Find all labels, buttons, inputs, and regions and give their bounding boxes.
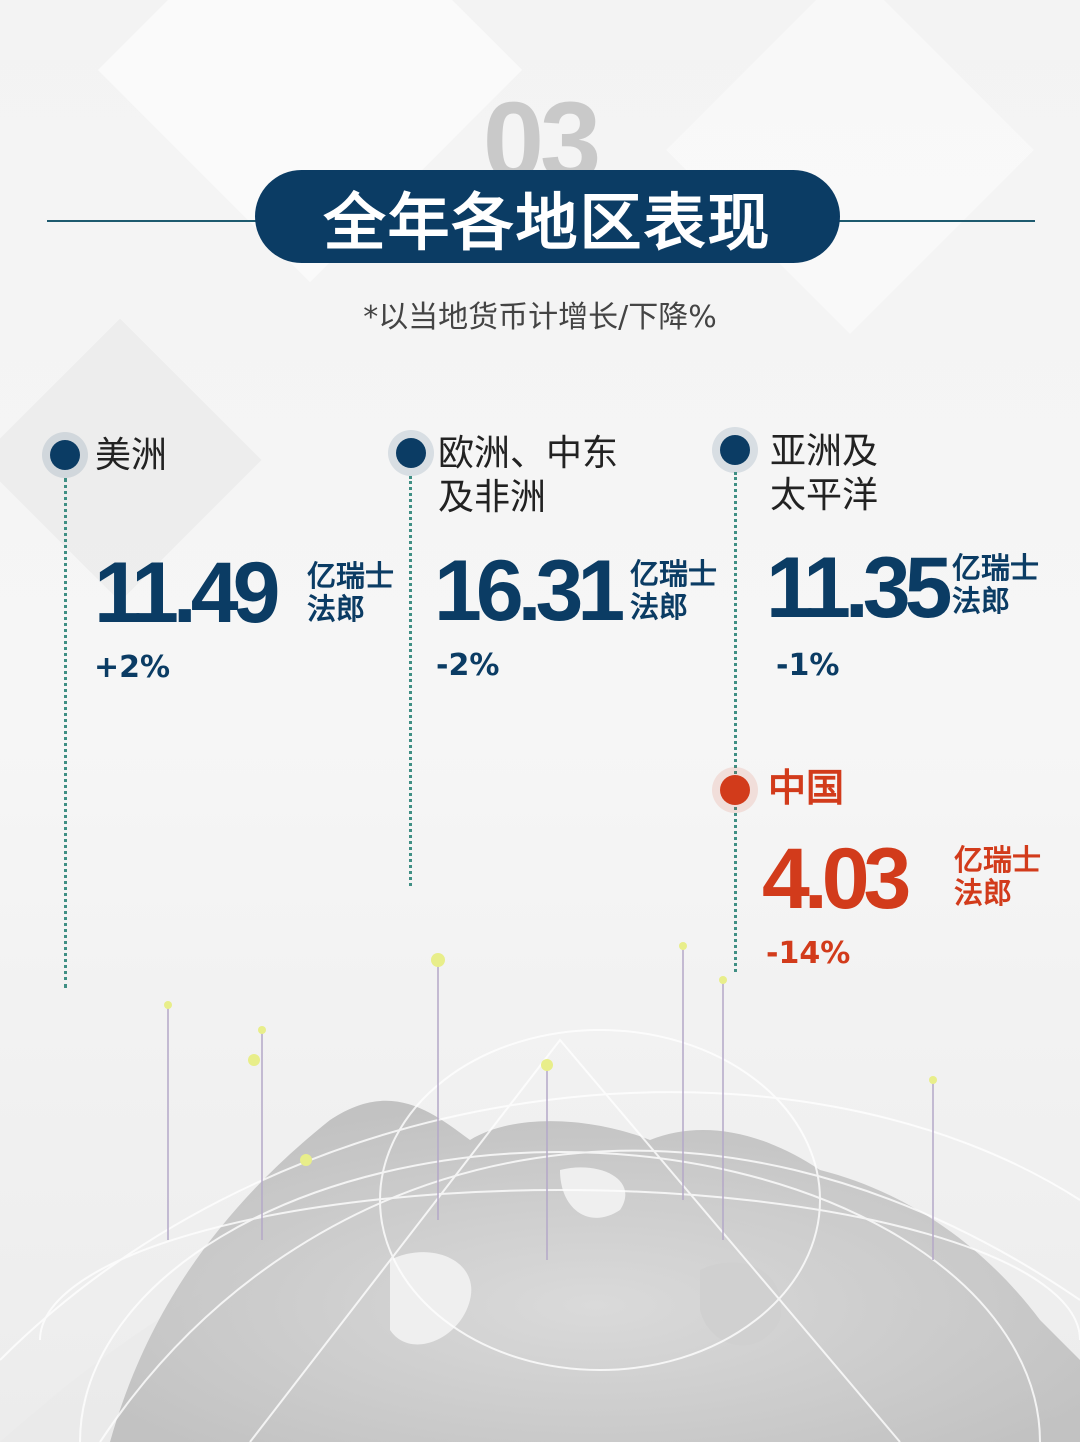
region-marker-china [720,775,750,805]
region-name-china: 中国 [768,766,845,810]
region-marker-apac [720,435,750,465]
globe-illustration [0,942,1080,1442]
value-apac: 11.35 [766,540,952,636]
region-name-americas: 美洲 [95,435,168,476]
unit-americas: 亿瑞士 法郎 [307,560,394,626]
unit-line2: 法郎 [307,592,366,626]
change-apac: -1% [776,648,840,683]
unit-line2: 法郎 [630,590,689,624]
title-rule-right [838,220,1035,222]
name-line1: 欧洲、中东 [438,433,619,474]
unit-apac: 亿瑞士 法郎 [952,552,1039,618]
unit-china: 亿瑞士 法郎 [954,844,1041,910]
unit-line1: 亿瑞士 [952,551,1040,585]
name-line2: 及非洲 [438,477,547,518]
timeline-line [64,478,67,988]
region-name-emea: 欧洲、中东 及非洲 [438,432,618,520]
unit-line1: 亿瑞士 [307,559,395,593]
region-marker-emea [396,438,426,468]
change-emea: -2% [436,648,500,683]
page-title: 全年各地区表现 [255,170,840,263]
footnote: *以当地货币计增长/下降% [363,300,717,335]
region-name-apac: 亚洲及 太平洋 [770,430,878,518]
unit-line1: 亿瑞士 [954,843,1042,877]
unit-line1: 亿瑞士 [630,557,718,591]
unit-line2: 法郎 [952,584,1011,618]
timeline-line [734,472,737,972]
unit-emea: 亿瑞士 法郎 [630,558,717,624]
title-rule-left [47,220,257,222]
change-americas: +2% [94,650,171,685]
name-line1: 亚洲及 [770,431,879,472]
region-marker-americas [50,440,80,470]
change-china: -14% [766,936,851,971]
value-china: 4.03 [762,831,911,927]
value-americas: 11.49 [94,545,280,641]
timeline-line [409,476,412,886]
name-line2: 太平洋 [770,475,879,516]
unit-line2: 法郎 [954,876,1013,910]
value-emea: 16.31 [434,543,625,639]
